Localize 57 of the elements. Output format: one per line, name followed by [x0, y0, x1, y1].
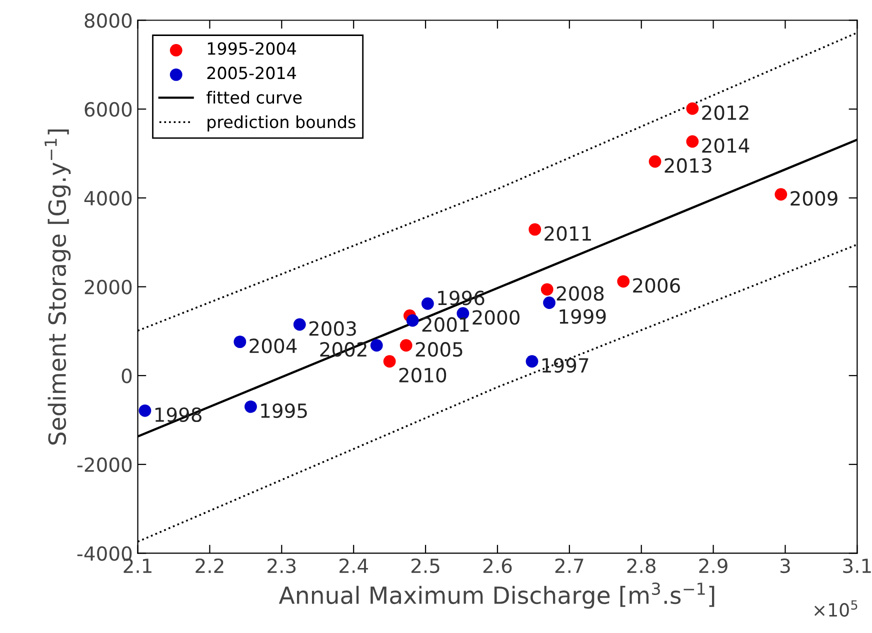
point [526, 355, 538, 368]
annotation: 1999 [560, 309, 606, 324]
y-tick-label: 8000 [84, 13, 132, 28]
annotation: 2012 [702, 105, 748, 120]
legend-label: prediction bounds [208, 115, 356, 132]
point [543, 296, 556, 309]
point [383, 355, 396, 368]
point [774, 188, 788, 201]
x-axis-title: Annual Maximum Discharge [m$^{3}$.s$^{−1}$] [278, 582, 714, 609]
annotation: 2004 [250, 338, 297, 354]
point [648, 155, 662, 168]
x-tick-label: 3.1 [843, 558, 871, 574]
y-tick-label: 0 [122, 368, 132, 384]
x-tick-label: 2.4 [340, 558, 368, 573]
legend-label: fitted curve [206, 90, 302, 104]
y-tick-label: -4000 [77, 546, 132, 561]
annotation: 2011 [544, 226, 591, 241]
point [138, 404, 152, 417]
point [617, 275, 630, 288]
annotation: 2008 [556, 286, 604, 301]
point [370, 339, 383, 352]
annotation: 2013 [664, 158, 712, 173]
x-tick-label: 2.6 [483, 558, 512, 574]
point [406, 314, 419, 327]
y-axis-title: Sediment Storage [Gg.y$^{−1}$] [44, 130, 71, 445]
legend-label: 1995-2004 [208, 42, 296, 55]
point [244, 400, 257, 413]
x-tick-label: 3 [780, 558, 790, 574]
point [293, 318, 306, 331]
x-tick-label: 2.9 [699, 558, 728, 574]
y-tick-label: 6000 [84, 102, 132, 117]
annotation: 2009 [790, 191, 838, 206]
annotation: 2005 [416, 342, 462, 357]
y-tick-label: 4000 [84, 190, 132, 206]
point [421, 297, 434, 310]
point [400, 339, 412, 352]
annotation: 2001 [422, 317, 469, 332]
point [686, 102, 699, 115]
x-tick-label: 2.3 [268, 558, 296, 574]
point [234, 336, 246, 348]
x-tick-label: 2.2 [196, 558, 224, 573]
annotation: 2010 [399, 368, 446, 382]
annotation: 1995 [261, 403, 307, 418]
point [528, 223, 542, 236]
legend-label: 2005-2014 [207, 66, 296, 80]
annotation: 2006 [633, 278, 680, 293]
text: ×10$^{5}$ [814, 600, 858, 617]
x-tick-label: 2.7 [555, 558, 584, 573]
x-tick-label: 2.5 [412, 558, 440, 574]
y-tick-label: 2000 [84, 280, 132, 294]
point [686, 135, 699, 148]
annotation: 2003 [309, 321, 356, 336]
y-tick-label: -2000 [77, 457, 132, 472]
annotation: 2014 [702, 138, 750, 153]
annotation: 2000 [472, 310, 520, 325]
point [540, 283, 554, 296]
x-tick-label: 2.8 [627, 558, 656, 574]
